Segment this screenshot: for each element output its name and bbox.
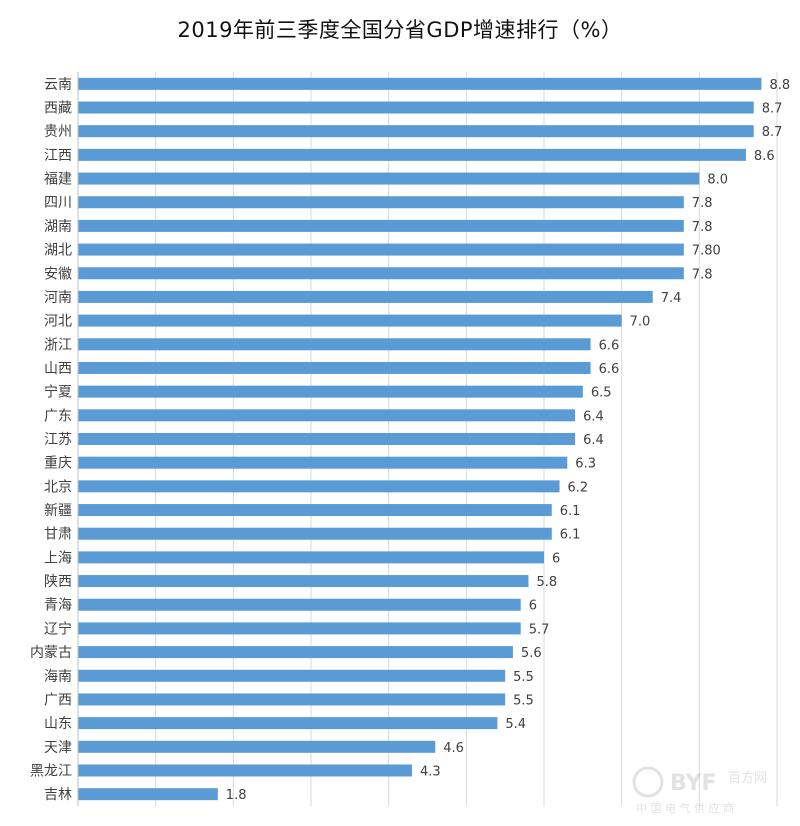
- data-label: 6.3: [575, 457, 596, 472]
- category-label: 海南: [44, 669, 72, 685]
- bar: [78, 219, 684, 232]
- data-label: 7.8: [692, 220, 713, 235]
- bar: [78, 551, 544, 564]
- data-label: 8.8: [769, 78, 790, 93]
- data-label: 6.4: [583, 409, 604, 424]
- bar: [78, 101, 754, 114]
- data-label: 8.6: [754, 149, 775, 164]
- data-label: 6.2: [568, 480, 589, 495]
- data-label: 5.5: [513, 693, 534, 708]
- data-label: 4.6: [443, 741, 464, 756]
- bar: [78, 290, 653, 303]
- category-label: 西藏: [44, 101, 72, 117]
- data-label: 6.6: [599, 338, 620, 353]
- bar: [78, 693, 506, 706]
- bar: [78, 598, 521, 611]
- bar: [78, 125, 754, 138]
- data-label: 5.8: [536, 575, 557, 590]
- category-label: 甘肃: [44, 527, 72, 543]
- category-label: 上海: [44, 550, 72, 566]
- category-label: 山东: [44, 716, 72, 732]
- category-label: 湖南: [44, 219, 72, 235]
- bar: [78, 338, 591, 351]
- data-label: 5.4: [505, 717, 526, 732]
- category-label: 贵州: [44, 124, 72, 140]
- data-label: 6.1: [560, 504, 581, 519]
- data-label: 7.80: [692, 244, 721, 259]
- bar: [78, 575, 529, 588]
- data-label: 7.8: [692, 196, 713, 211]
- category-label: 河南: [44, 290, 72, 306]
- category-label: 山西: [44, 361, 72, 377]
- bar: [78, 172, 700, 185]
- data-label: 1.8: [226, 788, 247, 803]
- category-label: 福建: [44, 172, 72, 188]
- data-label: 7.4: [661, 291, 682, 306]
- data-label: 6: [552, 551, 560, 566]
- bar: [78, 527, 552, 540]
- bar: [78, 622, 521, 635]
- bar: [78, 646, 513, 659]
- data-label: 6: [529, 599, 537, 614]
- bar: [78, 243, 684, 256]
- category-label: 陕西: [44, 574, 72, 590]
- bar: [78, 433, 576, 445]
- category-label: 新疆: [44, 503, 72, 519]
- category-label: 江苏: [44, 432, 72, 448]
- category-label: 黑龙江: [30, 763, 72, 779]
- data-label: 6.6: [599, 362, 620, 377]
- data-label: 5.6: [521, 646, 542, 661]
- category-label: 河北: [44, 314, 72, 330]
- data-label: 5.7: [529, 622, 550, 637]
- category-label: 四川: [44, 195, 72, 211]
- bar: [78, 314, 622, 327]
- bar: [78, 764, 412, 777]
- bar: [78, 409, 576, 422]
- category-label: 辽宁: [44, 620, 72, 637]
- data-label: 6.4: [583, 433, 604, 448]
- data-label: 6.5: [591, 386, 612, 401]
- data-label: 8.7: [762, 125, 783, 140]
- category-label: 湖北: [44, 243, 72, 259]
- bar: [78, 740, 436, 753]
- category-label: 广西: [44, 692, 72, 708]
- category-label: 江西: [44, 148, 72, 164]
- data-label: 5.5: [513, 670, 534, 685]
- bar: [78, 77, 762, 90]
- category-label: 吉林: [44, 787, 72, 803]
- bar: [78, 385, 583, 398]
- category-label: 广东: [44, 408, 72, 424]
- bar: [78, 504, 552, 517]
- category-label: 天津: [44, 740, 72, 756]
- data-label: 8.0: [707, 173, 728, 188]
- bar: [78, 361, 591, 374]
- category-label: 北京: [44, 479, 72, 495]
- bar: [78, 267, 684, 280]
- data-label: 7.0: [630, 315, 651, 330]
- bar: [78, 669, 506, 682]
- category-label: 安徽: [44, 266, 72, 282]
- category-label: 重庆: [44, 456, 72, 472]
- category-label: 青海: [44, 598, 72, 614]
- category-label: 宁夏: [44, 384, 72, 401]
- data-label: 4.3: [420, 764, 441, 779]
- category-label: 云南: [44, 77, 72, 93]
- data-label: 6.1: [560, 528, 581, 543]
- bar: [78, 196, 684, 209]
- bar: [78, 717, 498, 730]
- chart-title: 2019年前三季度全国分省GDP增速排行（%）: [177, 18, 623, 42]
- bar: [78, 788, 218, 801]
- category-label: 内蒙古: [30, 645, 72, 661]
- bar: [78, 456, 568, 469]
- bar: [78, 148, 746, 161]
- data-label: 7.8: [692, 267, 713, 282]
- bar: [78, 480, 560, 493]
- category-label: 浙江: [44, 337, 72, 353]
- data-label: 8.7: [762, 102, 783, 117]
